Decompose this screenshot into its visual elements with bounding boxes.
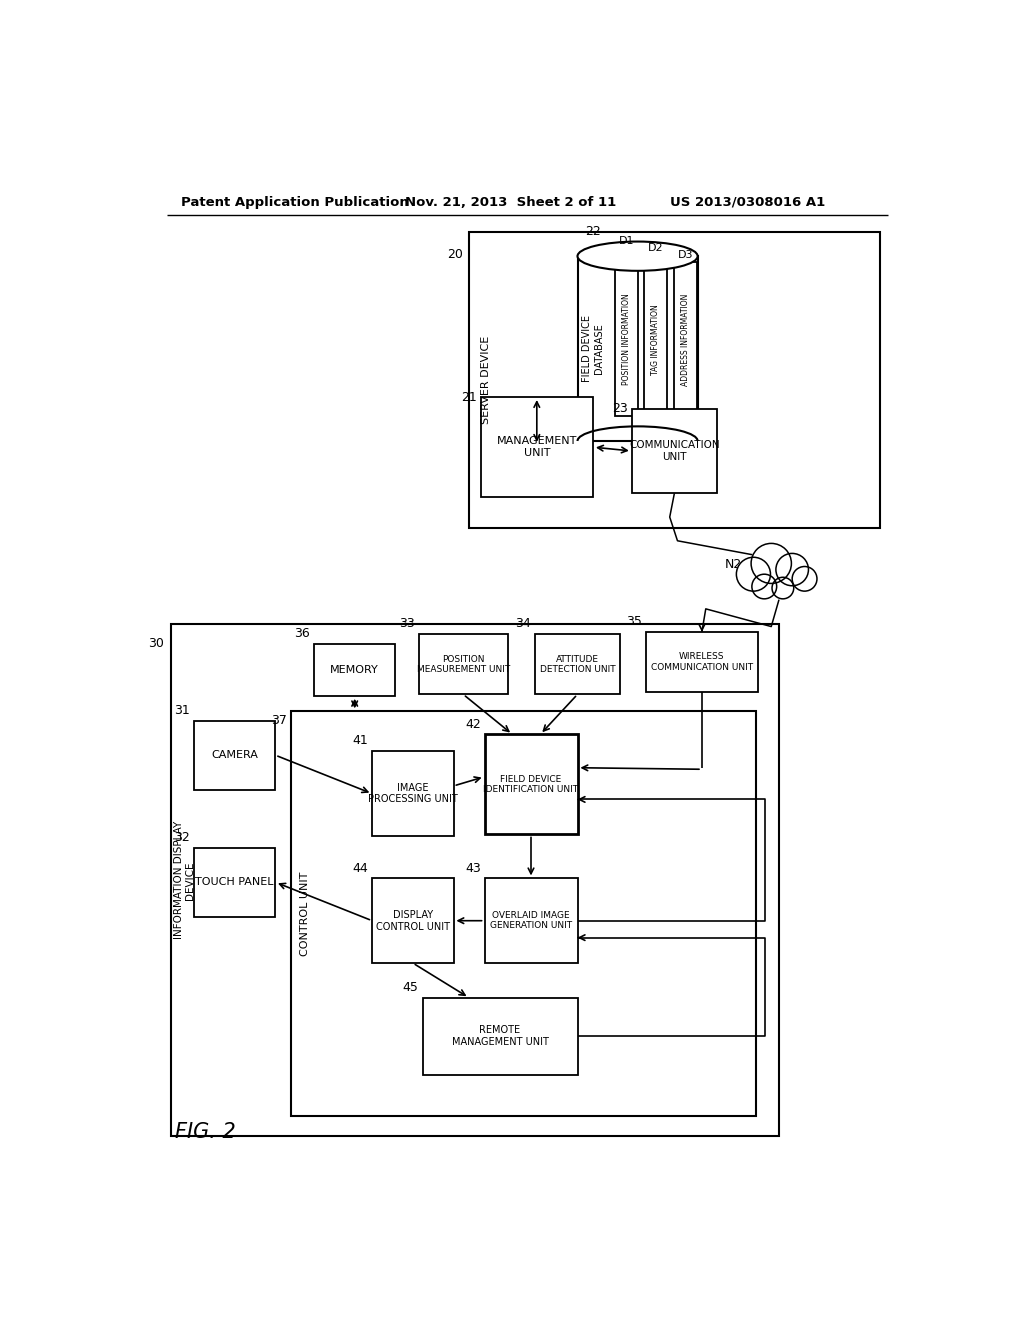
Bar	[578, 256, 697, 441]
Circle shape	[772, 577, 794, 599]
Text: 37: 37	[271, 714, 287, 727]
Text: D3: D3	[678, 249, 693, 260]
Bar	[484, 734, 578, 834]
Circle shape	[751, 544, 792, 583]
Text: 30: 30	[148, 638, 165, 649]
Text: 36: 36	[294, 627, 310, 640]
Bar	[646, 632, 758, 692]
Text: 33: 33	[399, 618, 415, 631]
Text: ADDRESS INFORMATION: ADDRESS INFORMATION	[681, 293, 690, 385]
Text: Patent Application Publication: Patent Application Publication	[180, 195, 409, 209]
Bar	[291, 711, 756, 1115]
Circle shape	[776, 553, 809, 586]
Text: 21: 21	[461, 391, 477, 404]
Bar	[423, 998, 578, 1074]
Text: 35: 35	[626, 615, 642, 628]
Bar	[194, 847, 275, 917]
Text: IMAGE
PROCESSING UNIT: IMAGE PROCESSING UNIT	[368, 783, 458, 804]
Text: 41: 41	[352, 734, 369, 747]
Bar	[674, 263, 697, 416]
Circle shape	[752, 574, 776, 599]
Text: 43: 43	[465, 862, 480, 874]
Bar	[372, 878, 454, 964]
Text: INFORMATION DISPLAY
DEVICE: INFORMATION DISPLAY DEVICE	[174, 821, 196, 940]
Text: REMOTE
MANAGEMENT UNIT: REMOTE MANAGEMENT UNIT	[452, 1026, 549, 1047]
Text: MEMORY: MEMORY	[331, 665, 379, 675]
Text: 44: 44	[352, 862, 369, 874]
Bar	[194, 721, 275, 789]
Bar	[535, 635, 621, 694]
Bar	[632, 409, 717, 494]
Bar	[372, 751, 454, 836]
Text: CAMERA: CAMERA	[211, 750, 258, 760]
Text: FIELD DEVICE
DATABASE: FIELD DEVICE DATABASE	[583, 315, 604, 381]
Text: FIELD DEVICE
IDENTIFICATION UNIT: FIELD DEVICE IDENTIFICATION UNIT	[483, 775, 579, 795]
Text: D2: D2	[648, 243, 664, 253]
Bar	[644, 263, 668, 416]
Ellipse shape	[578, 242, 697, 271]
Text: N2: N2	[725, 558, 742, 572]
Text: Nov. 21, 2013  Sheet 2 of 11: Nov. 21, 2013 Sheet 2 of 11	[406, 195, 616, 209]
Circle shape	[736, 557, 770, 591]
Bar	[614, 263, 638, 416]
Text: ATTITUDE
DETECTION UNIT: ATTITUDE DETECTION UNIT	[540, 655, 615, 675]
Text: 34: 34	[515, 618, 531, 631]
Bar	[419, 635, 508, 694]
Text: DISPLAY
CONTROL UNIT: DISPLAY CONTROL UNIT	[376, 909, 450, 932]
Bar	[480, 397, 593, 498]
Bar	[469, 231, 880, 528]
Text: 22: 22	[586, 224, 601, 238]
Text: CONTROL UNIT: CONTROL UNIT	[300, 871, 309, 956]
Text: 31: 31	[174, 704, 190, 717]
Text: 23: 23	[612, 403, 628, 416]
Text: 45: 45	[402, 981, 419, 994]
Text: 20: 20	[446, 248, 463, 261]
Text: FIG. 2: FIG. 2	[175, 1122, 236, 1142]
Bar	[314, 644, 395, 696]
Text: 42: 42	[465, 718, 480, 730]
Bar	[171, 624, 779, 1137]
Text: COMMUNICATION
UNIT: COMMUNICATION UNIT	[629, 440, 720, 462]
Text: TOUCH PANEL: TOUCH PANEL	[196, 878, 273, 887]
Text: POSITION
MEASUREMENT UNIT: POSITION MEASUREMENT UNIT	[417, 655, 510, 675]
Text: 32: 32	[174, 830, 190, 843]
Text: WIRELESS
COMMUNICATION UNIT: WIRELESS COMMUNICATION UNIT	[651, 652, 753, 672]
Text: D1: D1	[618, 236, 634, 246]
Bar	[484, 878, 578, 964]
Text: MANAGEMENT
UNIT: MANAGEMENT UNIT	[497, 437, 577, 458]
Text: OVERLAID IMAGE
GENERATION UNIT: OVERLAID IMAGE GENERATION UNIT	[489, 911, 572, 931]
Text: TAG INFORMATION: TAG INFORMATION	[651, 304, 660, 375]
Circle shape	[793, 566, 817, 591]
Text: POSITION INFORMATION: POSITION INFORMATION	[622, 293, 631, 385]
Text: US 2013/0308016 A1: US 2013/0308016 A1	[671, 195, 825, 209]
Text: SERVER DEVICE: SERVER DEVICE	[481, 335, 492, 424]
